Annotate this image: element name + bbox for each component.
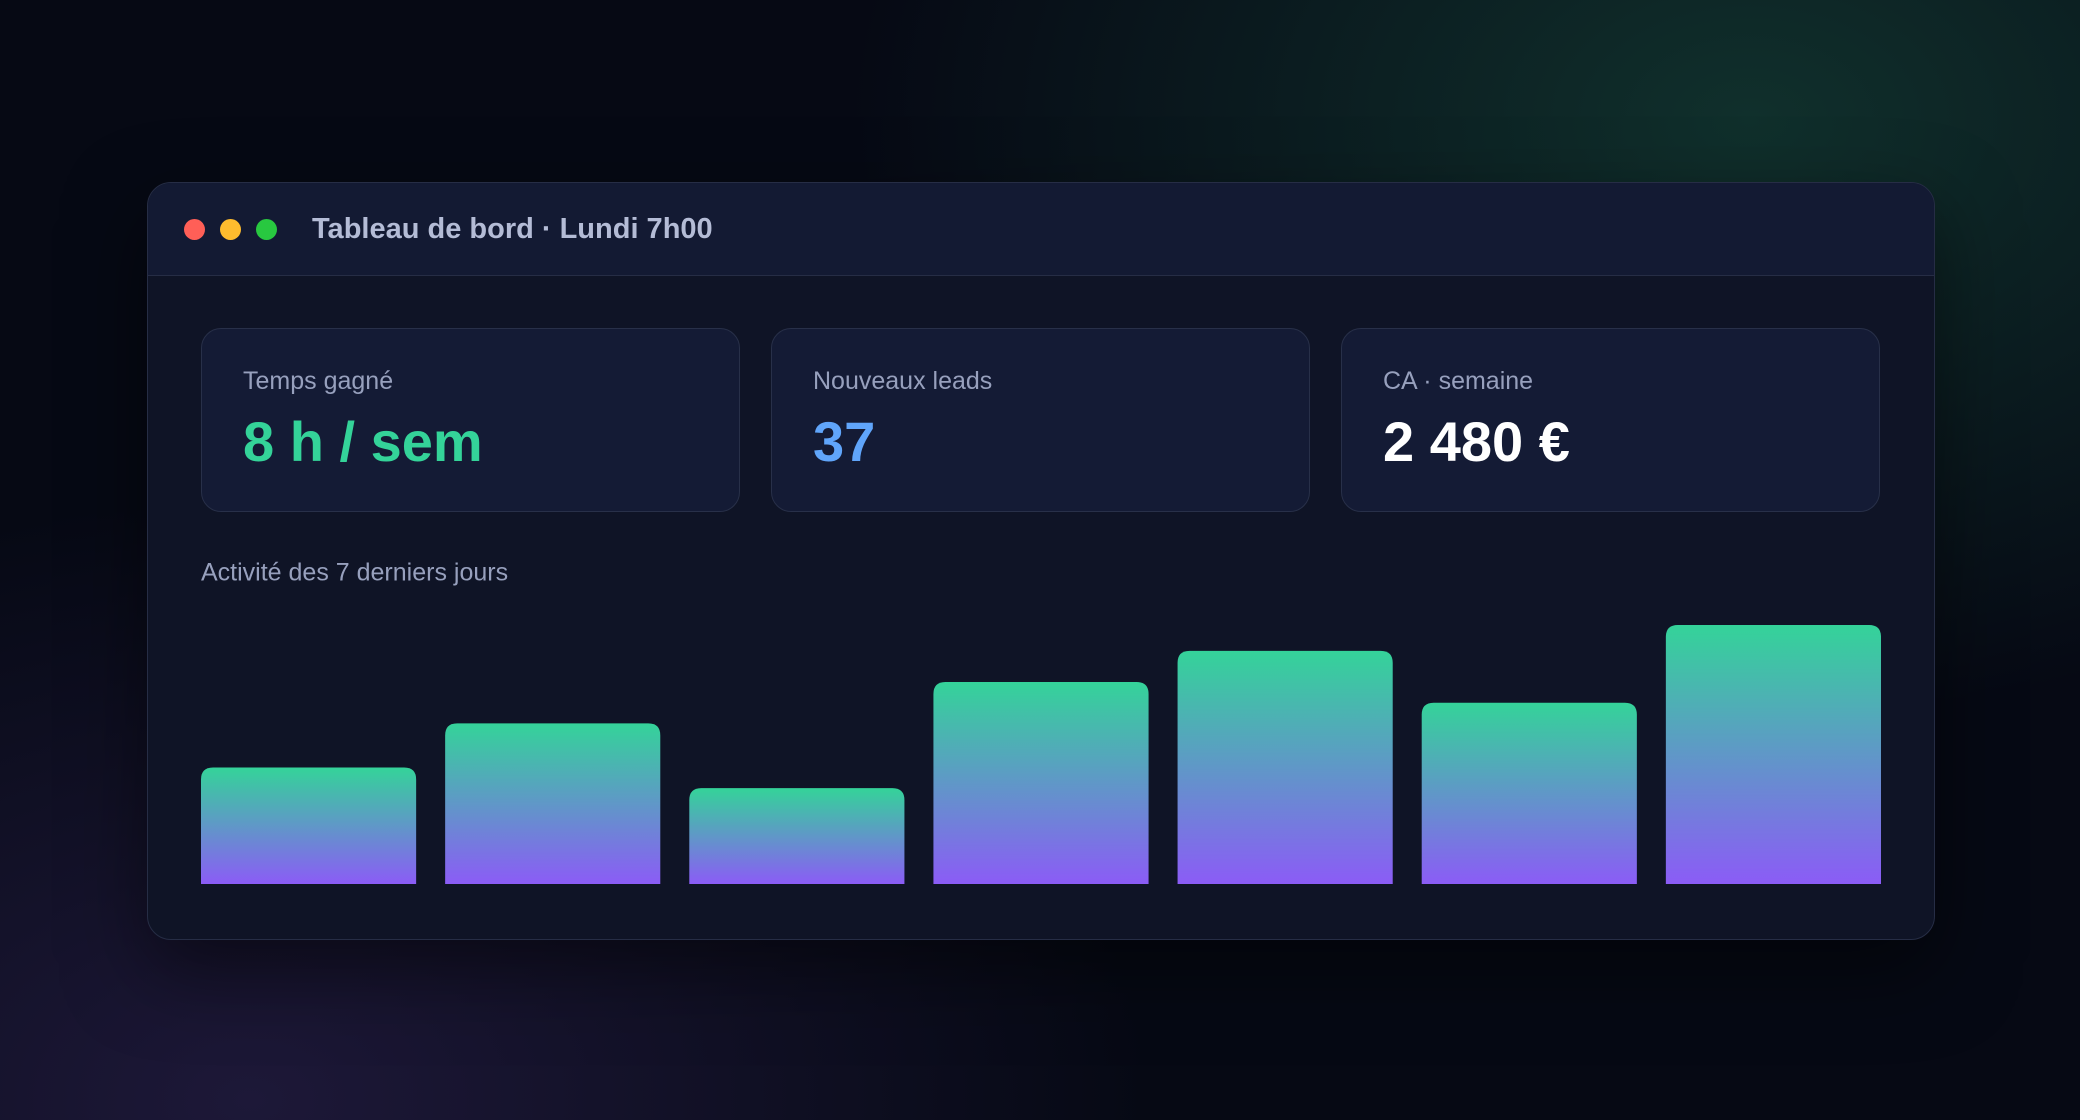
bar <box>933 681 1149 884</box>
bar <box>201 767 417 884</box>
stat-label: Nouveaux leads <box>813 367 993 395</box>
bar <box>445 723 661 884</box>
close-button[interactable] <box>184 219 205 240</box>
stat-label: CA · semaine <box>1383 367 1534 395</box>
stat-value: 2 480 € <box>1383 410 1570 473</box>
stat-value: 37 <box>813 410 876 473</box>
stat-label: Temps gagné <box>243 367 394 395</box>
bar <box>1665 625 1881 884</box>
maximize-button[interactable] <box>256 219 277 240</box>
bar <box>1177 650 1393 884</box>
bar <box>1421 702 1637 884</box>
chart-title: Activité des 7 derniers jours <box>201 559 508 587</box>
stat-value: 8 h / sem <box>243 410 483 473</box>
stat-card: Temps gagné 8 h / sem <box>201 328 740 512</box>
bar <box>689 788 905 884</box>
minimize-button[interactable] <box>220 219 241 240</box>
stat-card: Nouveaux leads 37 <box>771 328 1310 512</box>
chart: Activité des 7 derniers jours <box>201 559 1881 884</box>
window-title: Tableau de bord · Lundi 7h00 <box>312 213 713 245</box>
title-bar: Tableau de bord · Lundi 7h00 <box>148 183 1934 276</box>
stat-card: CA · semaine 2 480 € <box>1341 328 1880 512</box>
window: Tableau de bord · Lundi 7h00 Temps gagné… <box>147 182 1935 940</box>
